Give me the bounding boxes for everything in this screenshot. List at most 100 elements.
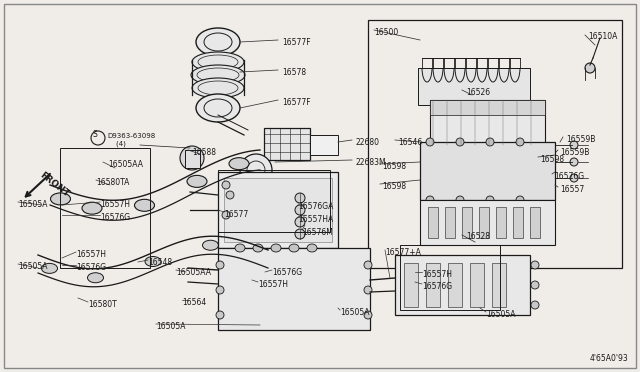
Bar — [428, 207, 438, 238]
Bar — [420, 200, 555, 245]
Text: 16577: 16577 — [224, 210, 248, 219]
Text: 16505A: 16505A — [18, 262, 47, 271]
Ellipse shape — [216, 311, 224, 319]
Ellipse shape — [516, 196, 524, 204]
Text: 16505AA: 16505AA — [108, 160, 143, 169]
Text: 16578: 16578 — [282, 68, 306, 77]
Ellipse shape — [235, 244, 245, 252]
Text: 16577+A: 16577+A — [385, 248, 421, 257]
Text: 16505A: 16505A — [340, 308, 369, 317]
Ellipse shape — [531, 301, 539, 309]
Bar — [224, 178, 332, 242]
Text: 16576G: 16576G — [76, 263, 106, 272]
Ellipse shape — [222, 211, 230, 219]
Ellipse shape — [531, 261, 539, 269]
Bar — [420, 142, 555, 200]
Text: 16557H: 16557H — [258, 280, 288, 289]
Text: S: S — [93, 129, 97, 138]
Text: 22680: 22680 — [355, 138, 379, 147]
Ellipse shape — [570, 174, 578, 182]
Text: 16576GA: 16576GA — [298, 202, 333, 211]
Text: FRONT: FRONT — [38, 170, 71, 198]
Bar — [404, 263, 418, 307]
Ellipse shape — [364, 311, 372, 319]
Text: 16557: 16557 — [560, 185, 584, 194]
Ellipse shape — [295, 205, 305, 215]
Ellipse shape — [180, 146, 204, 170]
Ellipse shape — [196, 94, 240, 122]
Ellipse shape — [295, 217, 305, 227]
Text: 16598: 16598 — [382, 182, 406, 191]
Text: 16557H: 16557H — [100, 200, 130, 209]
Text: 16576G: 16576G — [554, 172, 584, 181]
Ellipse shape — [134, 199, 154, 211]
Ellipse shape — [295, 229, 305, 239]
Text: 16576M: 16576M — [302, 228, 333, 237]
Bar — [418, 68, 530, 105]
Text: 16557H: 16557H — [422, 270, 452, 279]
Ellipse shape — [570, 158, 578, 166]
Bar — [218, 172, 338, 248]
Ellipse shape — [51, 193, 70, 205]
Text: 16546: 16546 — [398, 138, 422, 147]
Text: 16510A: 16510A — [588, 32, 618, 41]
Bar — [60, 148, 150, 268]
Bar — [430, 100, 545, 145]
Text: 16577F: 16577F — [282, 38, 310, 47]
Bar — [264, 128, 310, 160]
Text: 16526: 16526 — [466, 88, 490, 97]
Ellipse shape — [229, 158, 249, 170]
Bar — [479, 207, 489, 238]
Text: 16580T: 16580T — [88, 300, 116, 309]
Bar — [395, 255, 530, 315]
Ellipse shape — [516, 138, 524, 146]
Text: 16505A: 16505A — [486, 310, 515, 319]
Text: 16588: 16588 — [192, 148, 216, 157]
Text: 16576G: 16576G — [422, 282, 452, 291]
Ellipse shape — [295, 193, 305, 203]
Ellipse shape — [271, 244, 281, 252]
Bar — [426, 263, 440, 307]
Ellipse shape — [216, 261, 224, 269]
Text: 22683M: 22683M — [355, 158, 386, 167]
Ellipse shape — [456, 138, 464, 146]
Bar — [448, 263, 462, 307]
Ellipse shape — [289, 244, 299, 252]
Ellipse shape — [42, 263, 58, 273]
Ellipse shape — [307, 244, 317, 252]
Bar — [218, 170, 330, 232]
Ellipse shape — [456, 196, 464, 204]
Bar — [496, 207, 506, 238]
Text: 16576G: 16576G — [100, 213, 130, 222]
Ellipse shape — [88, 273, 104, 283]
Bar — [513, 207, 523, 238]
Text: 16559B: 16559B — [560, 148, 589, 157]
Ellipse shape — [570, 141, 578, 149]
Text: 16557HA: 16557HA — [298, 215, 333, 224]
Ellipse shape — [226, 191, 234, 199]
Bar — [185, 150, 200, 168]
Text: 16564: 16564 — [182, 298, 206, 307]
Ellipse shape — [426, 196, 434, 204]
Ellipse shape — [196, 28, 240, 56]
Text: 16580TA: 16580TA — [96, 178, 129, 187]
Ellipse shape — [187, 175, 207, 187]
Text: 16598: 16598 — [540, 155, 564, 164]
Text: 16528: 16528 — [466, 232, 490, 241]
Ellipse shape — [253, 244, 263, 252]
Bar — [368, 20, 622, 268]
Ellipse shape — [585, 63, 595, 73]
Bar — [492, 263, 506, 307]
Ellipse shape — [364, 286, 372, 294]
Text: 16557H: 16557H — [76, 250, 106, 259]
Text: 16505A: 16505A — [156, 322, 186, 331]
Bar — [470, 263, 484, 307]
Ellipse shape — [222, 181, 230, 189]
Text: 16505AA: 16505AA — [176, 268, 211, 277]
Text: 16576G: 16576G — [272, 268, 302, 277]
Ellipse shape — [216, 286, 224, 294]
Bar — [462, 207, 472, 238]
Text: 16548: 16548 — [148, 258, 172, 267]
Text: 4'65A0'93: 4'65A0'93 — [590, 354, 628, 363]
Text: 16577F: 16577F — [282, 98, 310, 107]
